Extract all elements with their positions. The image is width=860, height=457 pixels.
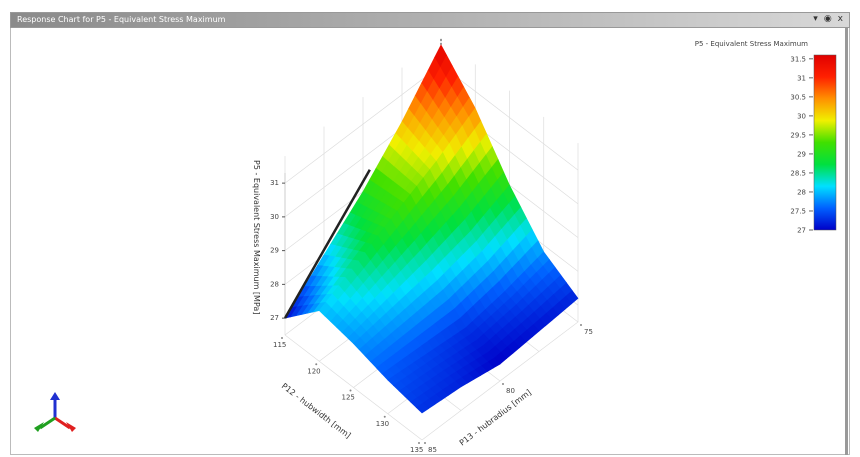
close-button[interactable]: x [837,14,843,24]
x-tick [418,442,420,444]
pin-button[interactable]: ◉ [823,14,832,24]
chart-panel [10,28,850,455]
z-tick-label: 29 [270,247,279,255]
y-tick [502,383,504,385]
z-axis-label: P5 - Equivalent Stress Maximum [MPa] [252,160,261,314]
y-axis-label: P13 - hubradius [mm] [458,388,533,448]
window-title: Response Chart for P5 - Equivalent Stres… [17,15,226,24]
x-tick [281,337,283,339]
x-tick-label: 115 [273,341,286,349]
x-axis-label: P12 - hubwidth [mm] [280,381,353,440]
front-edge-line [283,169,371,319]
legend-tick-label: 31 [797,74,806,82]
scrollbar[interactable] [845,28,848,455]
z-tick-label: 27 [270,314,279,322]
legend-tick-label: 29 [797,150,806,158]
x-tick-label: 135 [410,446,423,454]
z-tick-label: 28 [270,280,279,288]
dropdown-button[interactable]: ▾ [813,14,818,24]
x-tick-label: 125 [342,394,355,402]
y-tick-label: 75 [584,328,593,336]
y-tick-label: 85 [428,446,437,454]
legend-tick-label: 31.5 [790,55,806,63]
x-tick [349,389,352,392]
legend-tick-label: 28.5 [790,169,806,177]
legend-tick-label: 28 [797,188,806,196]
z-tick-label: 31 [270,179,279,187]
y-tick [424,442,426,444]
legend-title: P5 - Equivalent Stress Maximum [695,40,808,48]
legend-tick-label: 29.5 [790,131,806,139]
x-tick [383,415,386,418]
x-tick [315,363,318,366]
y-tick [580,324,582,326]
surface-cell [415,402,429,414]
axis-triad-icon [34,392,76,432]
x-tick-label: 120 [307,367,320,375]
x-tick-label: 130 [376,420,389,428]
legend-colorbar [813,54,837,231]
legend-tick-label: 27.5 [790,207,806,215]
y-tick-label: 80 [506,387,515,395]
legend-tick-label: 27 [797,227,806,235]
legend-tick-label: 30.5 [790,93,806,101]
z-tick-label: 30 [270,213,279,221]
legend-tick-label: 30 [797,112,806,120]
chart-title-bar: Response Chart for P5 - Equivalent Stres… [10,12,850,28]
